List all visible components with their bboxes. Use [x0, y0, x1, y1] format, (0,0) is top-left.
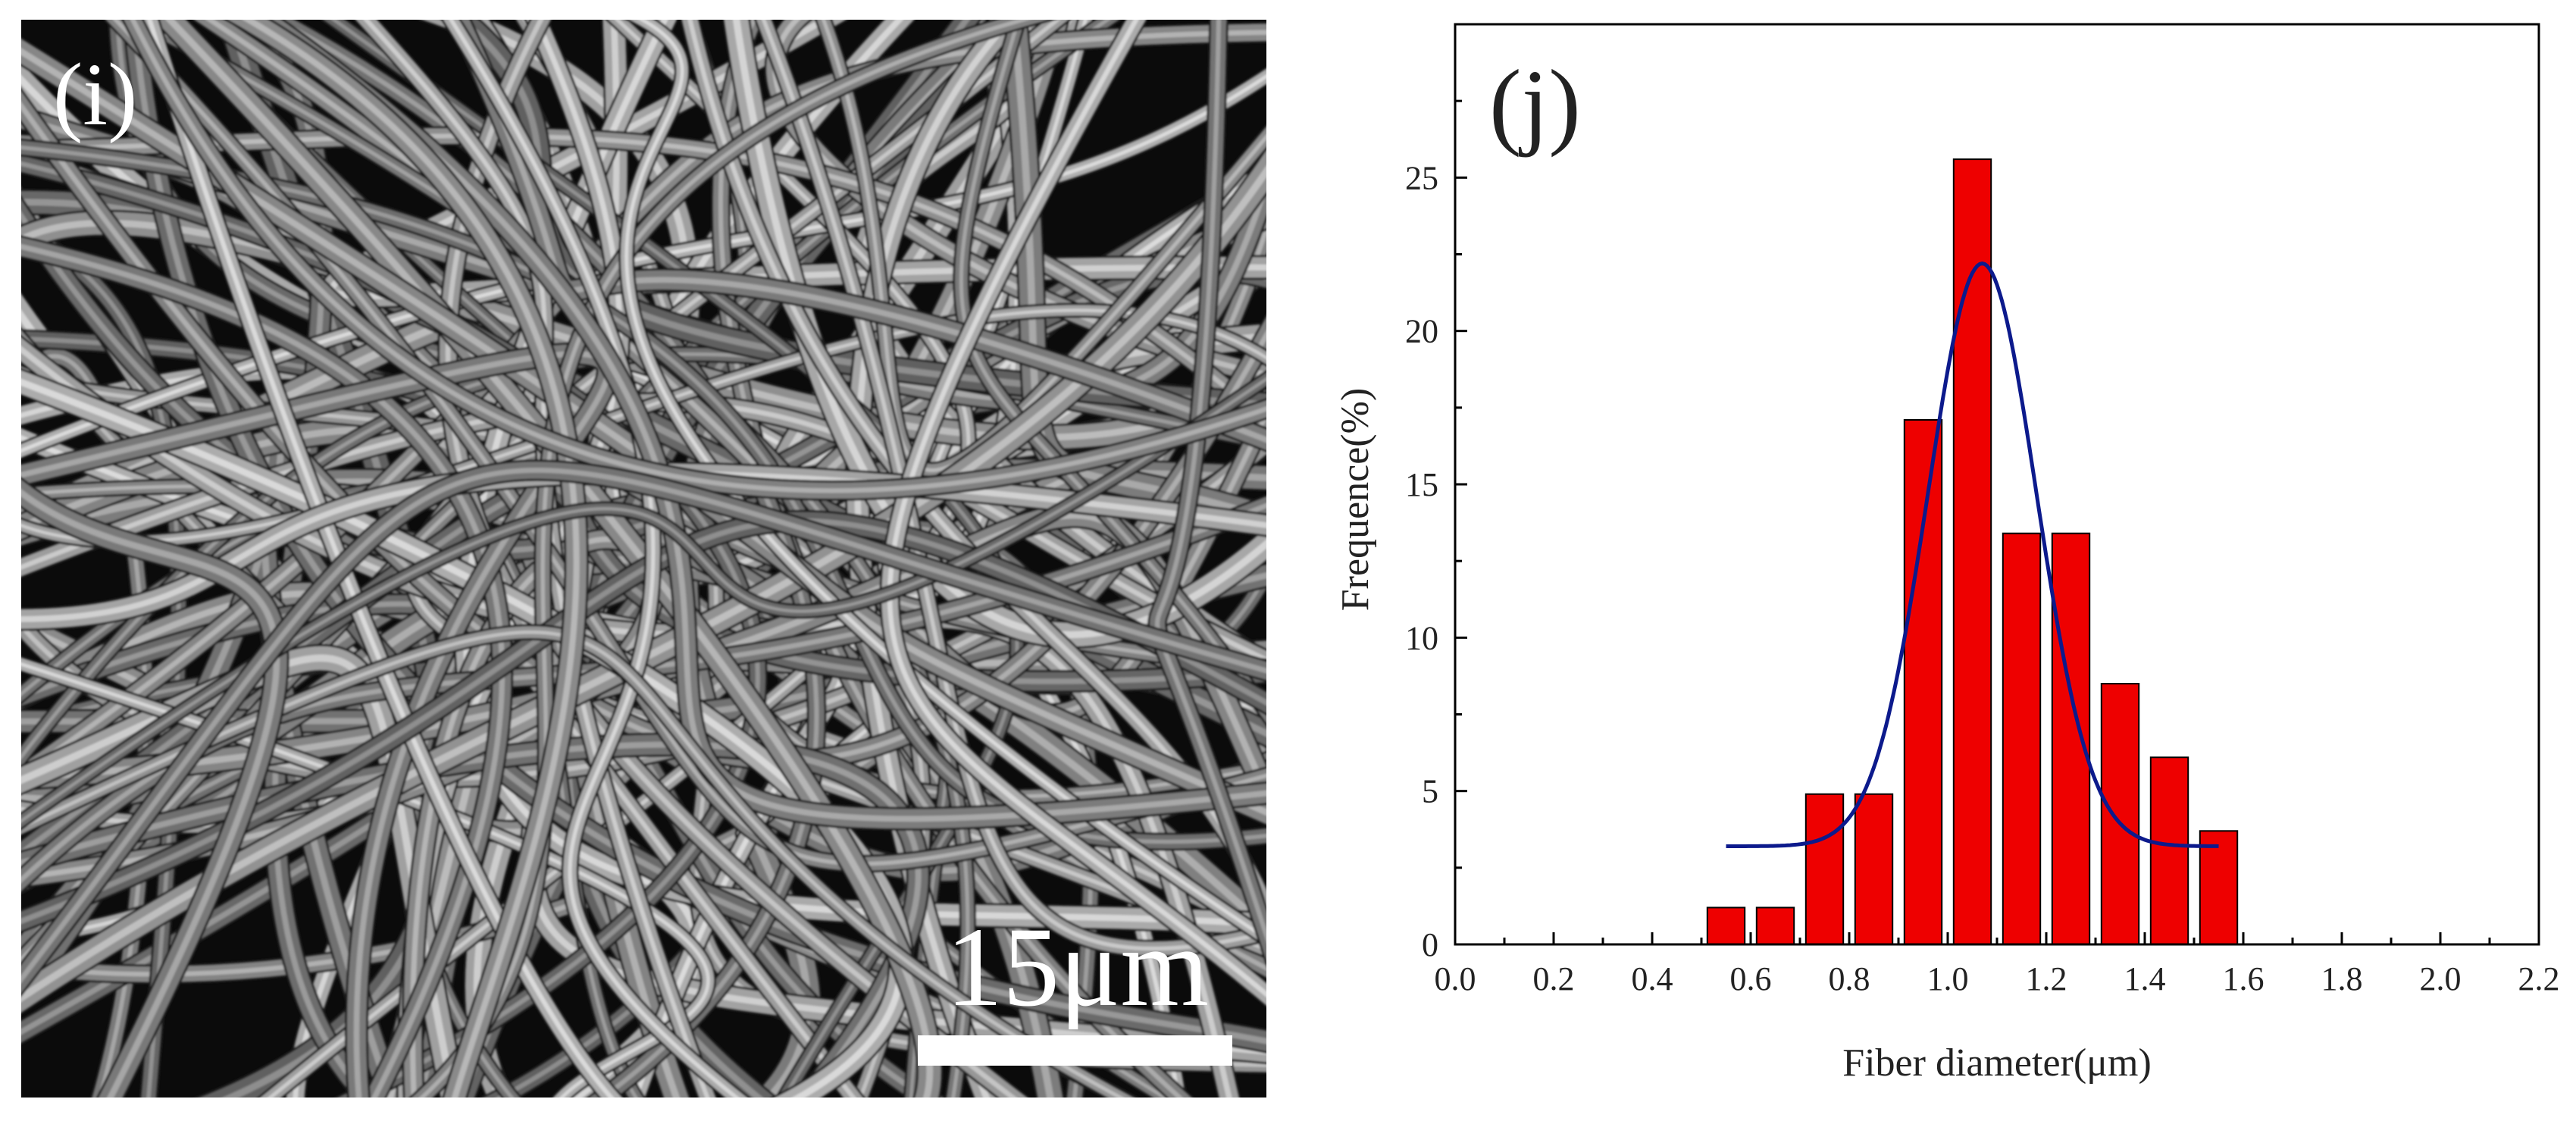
- panel-label-j: (j): [1489, 50, 1581, 158]
- x-tick-label: 1.6: [2223, 960, 2265, 997]
- fiber-highlight: [21, 468, 1266, 984]
- histogram-bar: [1903, 419, 1943, 945]
- fiber-highlight: [21, 378, 905, 1098]
- histogram-bar: [2199, 830, 2239, 946]
- y-axis-ticks: 0 5 10 15 20 25: [1405, 99, 1467, 963]
- fiber-highlight: [449, 20, 740, 1098]
- x-tick-label: 0.2: [1533, 960, 1575, 997]
- x-tick-label: 0.0: [1435, 960, 1476, 997]
- scale-bar-label: 15μm: [946, 904, 1209, 1030]
- gaussian-fit-curve: [1726, 261, 2219, 848]
- histogram-bar: [2051, 532, 2091, 945]
- x-tick-label: 0.4: [1632, 960, 1673, 997]
- fiber-highlight: [822, 20, 1266, 472]
- fiber-diameter-histogram: 0.0 0.2 0.4 0.6 0.8 1.0 1.2 1.4 1.6 1.8 2.0 2.2 0 5 1…: [1334, 23, 2560, 1085]
- y-tick-label: 10: [1405, 619, 1438, 656]
- fiber-highlight: [21, 470, 1266, 622]
- y-tick-label: 25: [1405, 159, 1438, 196]
- y-axis-label: Frequence(%): [1334, 388, 1377, 612]
- fiber-highlight: [1155, 20, 1266, 944]
- x-tick-label: 2.0: [2420, 960, 2462, 997]
- x-tick-label: 1.2: [2026, 960, 2067, 997]
- histogram-bar: [2149, 756, 2189, 946]
- histogram-bar: [1804, 793, 1845, 945]
- fiber-highlight: [624, 20, 1266, 941]
- y-tick-label: 15: [1405, 466, 1438, 503]
- fiber-highlight: [258, 20, 1266, 822]
- fiber-highlight: [242, 20, 580, 1098]
- fiber-highlight: [21, 630, 1125, 1098]
- fiber-highlight: [887, 20, 1266, 997]
- fiber-highlight: [272, 20, 819, 1098]
- fiber-highlight: [21, 662, 710, 1098]
- y-tick-label: 20: [1405, 313, 1438, 350]
- y-tick-label: 0: [1422, 926, 1438, 963]
- x-tick-label: 1.0: [1927, 960, 1969, 997]
- plot-frame: [1454, 23, 2540, 946]
- histogram-bar: [1755, 907, 1795, 946]
- fiber-highlight: [130, 20, 1266, 493]
- x-tick-label: 0.8: [1829, 960, 1870, 997]
- fiber-highlight: [165, 20, 934, 1098]
- x-tick-label: 2.2: [2518, 960, 2560, 997]
- x-axis-label: Fiber diameter(μm): [1842, 1041, 2152, 1085]
- histogram-bar: [2100, 683, 2140, 945]
- x-tick-label: 1.4: [2124, 960, 2166, 997]
- sem-image-panel: (i) 15μm: [21, 20, 1266, 1098]
- histogram-bar: [1952, 158, 1992, 946]
- histogram-bar: [2002, 532, 2042, 945]
- sem-micrograph: (i) 15μm: [21, 20, 1266, 1098]
- y-tick-label: 5: [1422, 773, 1438, 810]
- fiber-network: [21, 20, 1266, 1098]
- fiber-highlight: [21, 488, 280, 1098]
- fiber-highlight: [112, 20, 1266, 866]
- x-axis-ticks: 0.0 0.2 0.4 0.6 0.8 1.0 1.2 1.4 1.6 1.8 2.0 2.2: [1435, 932, 2560, 997]
- histogram-bar: [1706, 907, 1746, 946]
- panel-label-i: (i): [53, 45, 137, 144]
- scale-bar: [918, 1035, 1232, 1066]
- fiber-highlight: [761, 20, 1266, 951]
- fiber-highlight: [135, 20, 970, 1098]
- histogram-bars: [1706, 158, 2239, 946]
- fiber-highlight: [21, 351, 611, 1098]
- x-tick-label: 1.8: [2321, 960, 2363, 997]
- x-tick-label: 0.6: [1730, 960, 1772, 997]
- histogram-bar: [1854, 793, 1894, 945]
